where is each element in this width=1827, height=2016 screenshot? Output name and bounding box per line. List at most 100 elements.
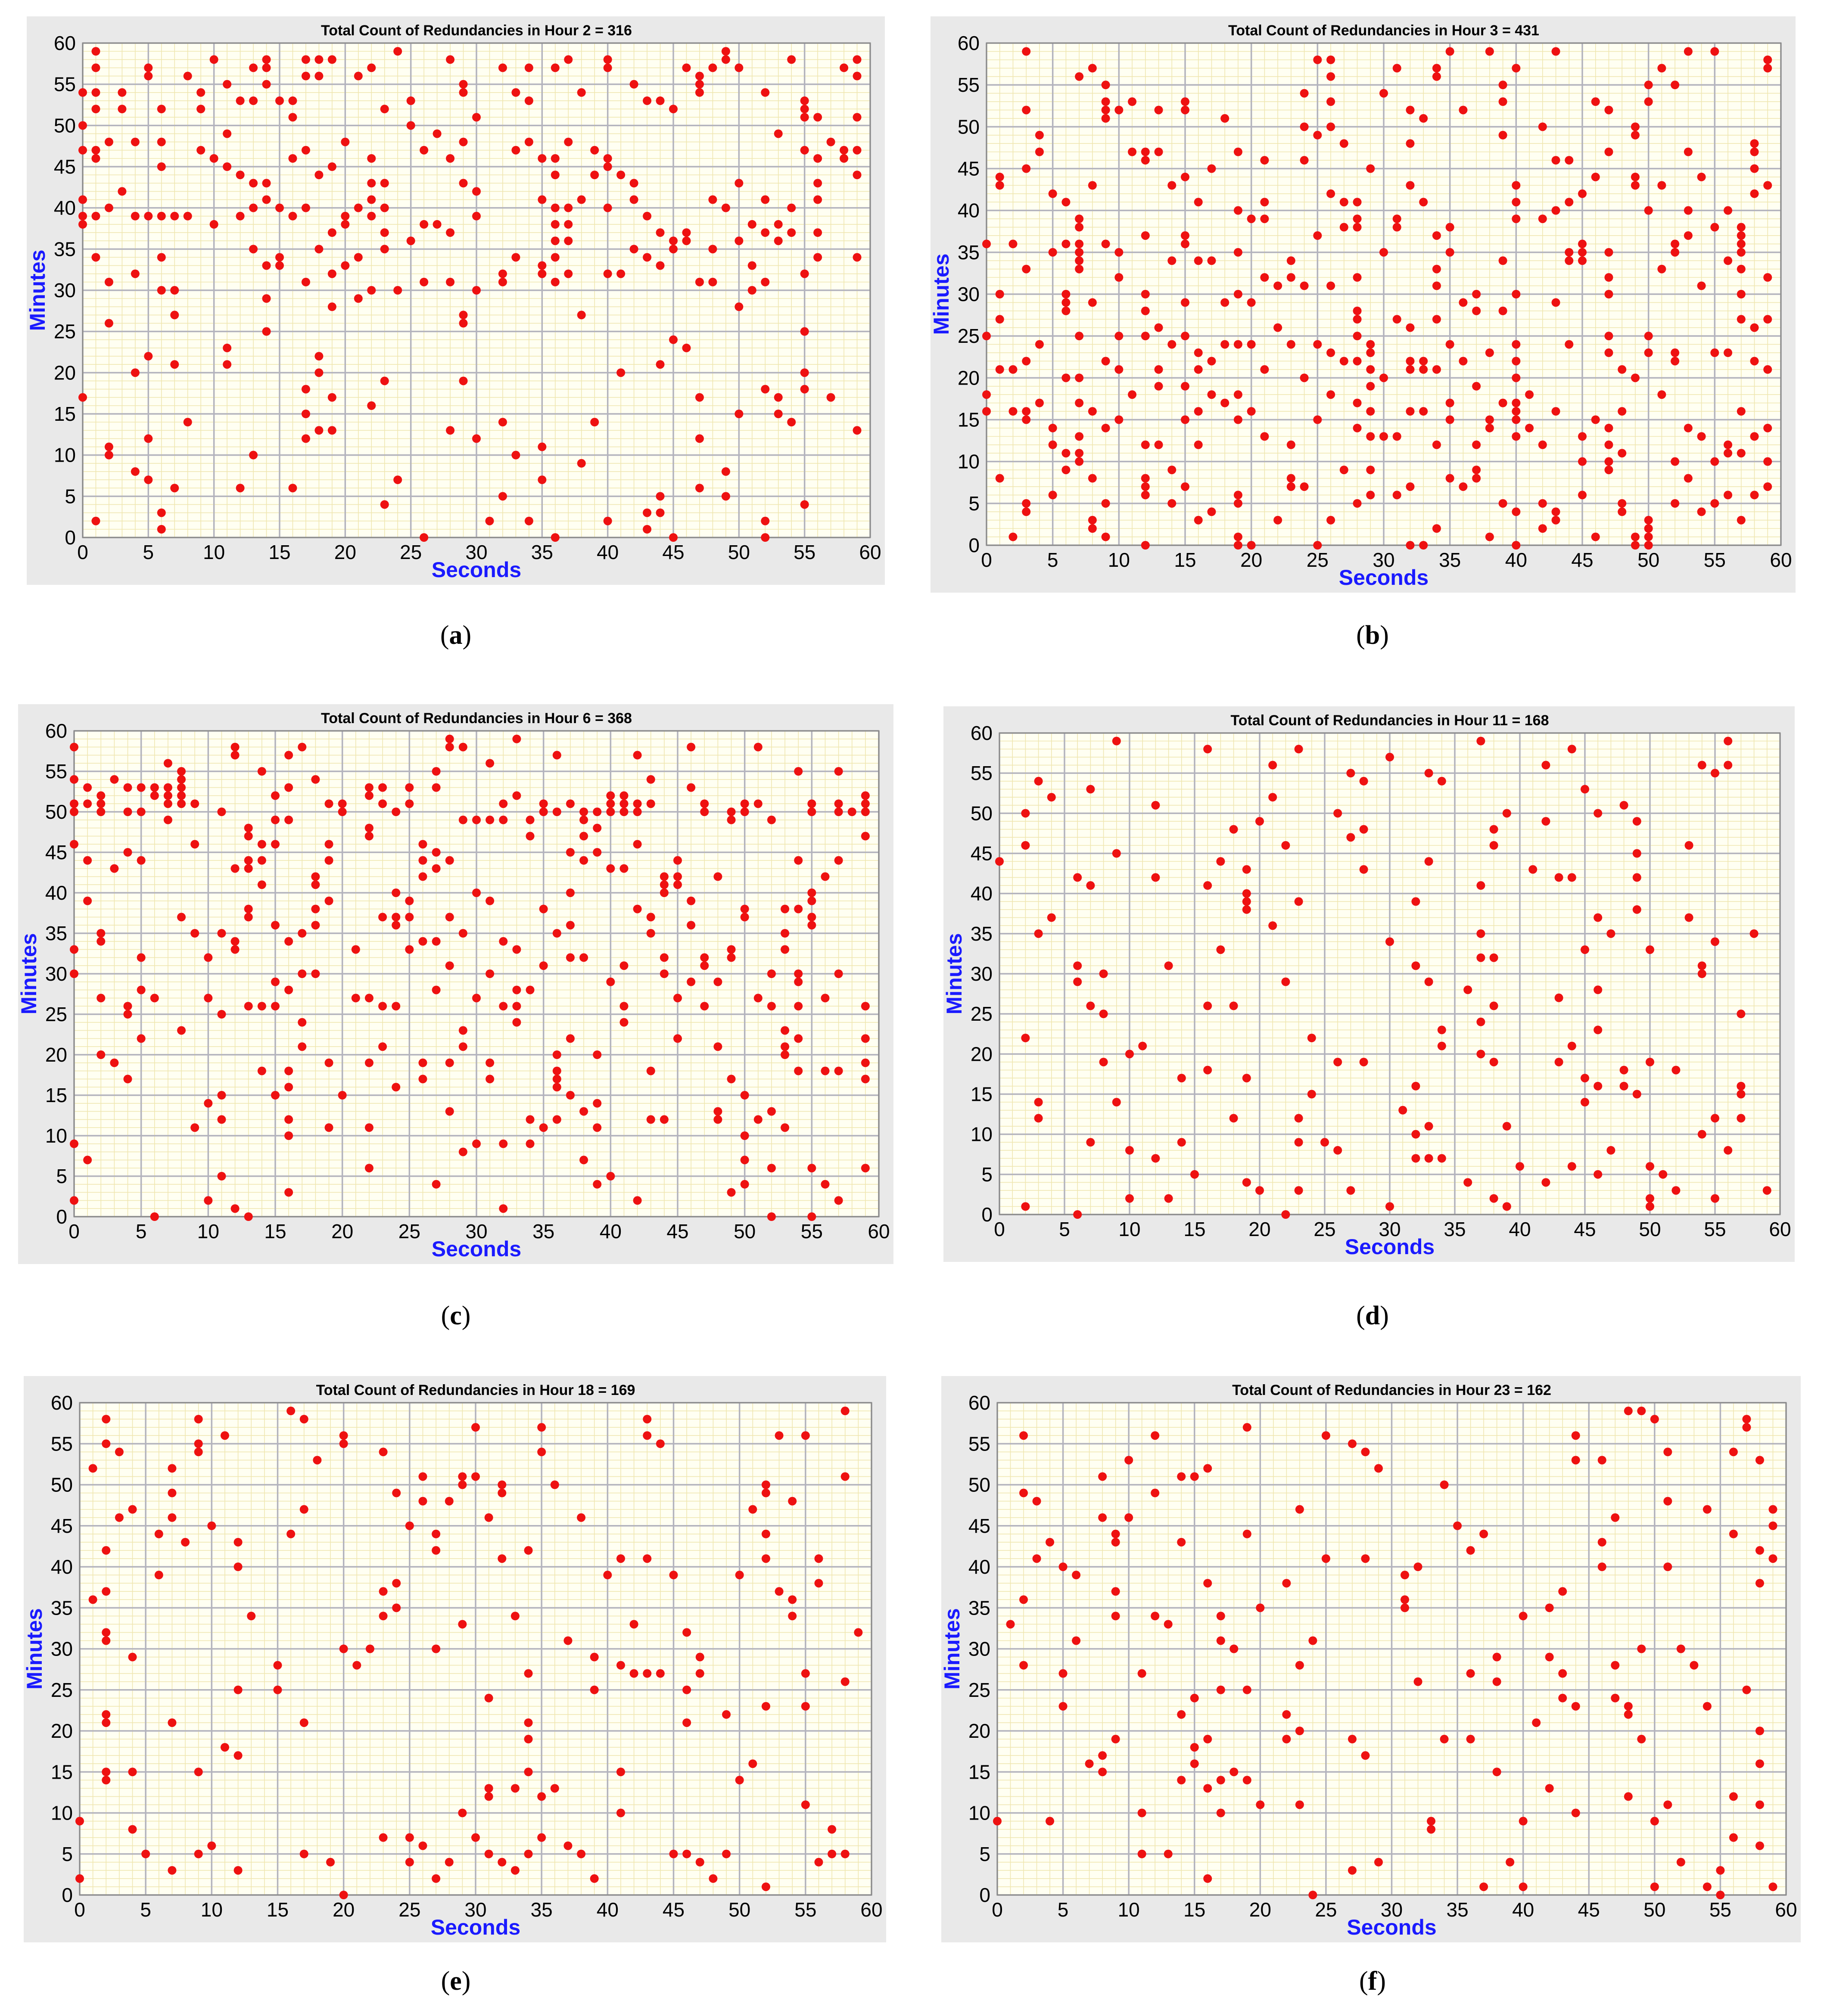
data-point xyxy=(566,1091,575,1100)
data-point xyxy=(472,888,481,897)
data-point xyxy=(1498,97,1507,106)
data-point xyxy=(1663,1800,1672,1809)
data-point xyxy=(1379,248,1388,257)
data-point xyxy=(616,1661,625,1670)
data-point xyxy=(1138,1041,1147,1050)
y-tick-label: 40 xyxy=(51,1556,73,1578)
y-tick-label: 15 xyxy=(45,1084,67,1106)
data-point xyxy=(432,1529,441,1538)
data-point xyxy=(1294,745,1303,754)
data-point xyxy=(687,896,696,905)
data-point xyxy=(1260,273,1269,282)
data-point xyxy=(365,1644,374,1653)
caption-f: (f) xyxy=(1359,1966,1386,1996)
data-point xyxy=(1519,1817,1528,1826)
data-point xyxy=(629,195,638,204)
data-point xyxy=(1684,423,1693,432)
data-point xyxy=(577,88,586,97)
data-point xyxy=(1085,1759,1094,1768)
data-point xyxy=(1247,340,1256,349)
data-point xyxy=(1141,147,1150,156)
data-point xyxy=(1181,172,1189,181)
data-point xyxy=(1671,1065,1681,1075)
data-point xyxy=(1432,440,1441,449)
data-point xyxy=(327,162,336,171)
data-point xyxy=(157,508,166,517)
data-point xyxy=(110,1058,119,1067)
data-point xyxy=(324,856,333,865)
x-tick-label: 30 xyxy=(1381,1898,1403,1921)
data-point xyxy=(511,146,520,155)
data-point xyxy=(1154,323,1163,332)
data-point xyxy=(194,1767,203,1777)
data-point xyxy=(629,245,638,254)
data-point xyxy=(1657,390,1666,399)
data-point xyxy=(727,953,736,962)
y-tick-label: 30 xyxy=(971,963,993,985)
data-point xyxy=(445,856,454,865)
data-point xyxy=(1268,761,1277,770)
data-point xyxy=(392,913,401,922)
data-point xyxy=(1256,1603,1265,1612)
data-point xyxy=(787,55,796,64)
data-point xyxy=(1581,1098,1589,1107)
data-point xyxy=(78,121,87,130)
data-point xyxy=(564,137,573,146)
data-point xyxy=(721,467,730,476)
data-point xyxy=(807,808,816,816)
data-point xyxy=(284,751,293,760)
data-point xyxy=(70,808,78,816)
data-point xyxy=(1366,164,1375,173)
data-point xyxy=(1763,64,1772,73)
data-point xyxy=(1710,457,1719,466)
data-point xyxy=(552,1083,561,1092)
data-point xyxy=(1220,298,1229,307)
data-point xyxy=(459,376,468,385)
data-point xyxy=(498,1488,507,1497)
data-point xyxy=(1750,491,1759,500)
data-point xyxy=(1437,1041,1446,1050)
data-point xyxy=(223,343,232,352)
y-tick-label: 30 xyxy=(958,283,980,305)
data-point xyxy=(551,533,560,542)
data-point xyxy=(1035,147,1044,156)
chart-title: Total Count of Redundancies in Hour 23 =… xyxy=(1232,1382,1551,1398)
data-point xyxy=(807,896,816,905)
data-point xyxy=(1619,1081,1628,1090)
data-point xyxy=(1326,55,1335,64)
data-point xyxy=(539,799,548,808)
data-point xyxy=(1663,1448,1672,1457)
data-point xyxy=(1111,1538,1120,1547)
data-point xyxy=(1141,440,1150,449)
data-point xyxy=(995,181,1004,190)
data-point xyxy=(104,277,113,286)
y-tick-label: 50 xyxy=(45,801,67,823)
data-point xyxy=(1112,1098,1121,1107)
data-point xyxy=(249,179,258,188)
data-point xyxy=(1256,1800,1265,1809)
major-grid xyxy=(82,42,871,538)
y-tick-label: 55 xyxy=(54,73,76,96)
data-point xyxy=(257,767,266,776)
y-tick-label: 10 xyxy=(971,1123,993,1146)
data-point xyxy=(83,783,92,792)
data-point xyxy=(484,1784,493,1793)
data-points xyxy=(993,1407,1777,1899)
data-point xyxy=(1512,398,1521,407)
data-point xyxy=(781,945,790,954)
data-point xyxy=(1229,1001,1238,1010)
data-point xyxy=(1406,407,1415,416)
data-point xyxy=(1098,1513,1107,1522)
data-point xyxy=(1154,365,1163,374)
data-point xyxy=(1476,929,1485,938)
data-point xyxy=(590,1874,599,1883)
caption-b: (b) xyxy=(1356,621,1389,650)
data-point xyxy=(1597,1456,1606,1465)
data-point xyxy=(364,823,373,832)
data-point xyxy=(1432,281,1441,290)
data-point xyxy=(1737,516,1746,525)
data-point xyxy=(137,856,146,865)
data-point xyxy=(633,799,642,808)
data-point xyxy=(524,1849,533,1858)
data-point xyxy=(524,137,533,146)
